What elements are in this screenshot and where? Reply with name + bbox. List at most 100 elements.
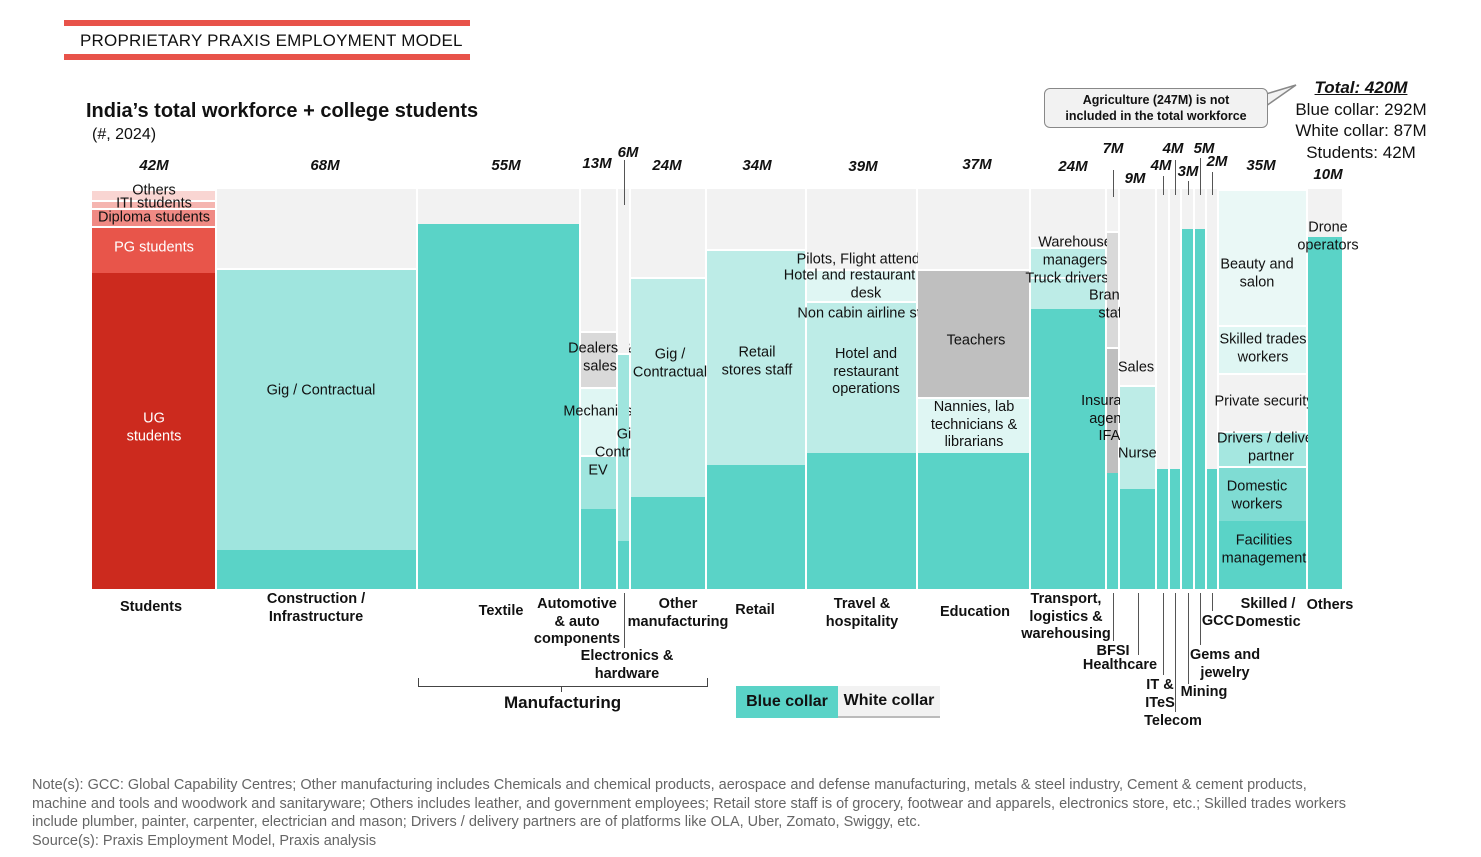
segment-ug-students[interactable]	[92, 273, 215, 589]
segment-blue-collar[interactable]	[1107, 473, 1118, 589]
column-bfsi[interactable]	[1107, 189, 1118, 589]
column-total-label: 9M	[1124, 170, 1146, 187]
column-telecom[interactable]	[1170, 189, 1180, 589]
segment-others[interactable]	[92, 189, 215, 200]
segment-label: Nannies, lab technicians & librarians	[930, 398, 1018, 450]
column-total-label: 42M	[139, 157, 169, 174]
segment-insurance-agents-ifas[interactable]	[1107, 347, 1118, 473]
segment-skilled-trades-workers[interactable]	[1219, 325, 1306, 373]
leader-line	[1162, 176, 1164, 195]
segment-label: Pilots, Flight attendants	[796, 251, 948, 268]
column-construction-infrastructure[interactable]	[217, 189, 416, 589]
column-travel-hospitality[interactable]	[807, 189, 916, 589]
segment-label: Gig / Contractual	[632, 346, 708, 381]
segment-dealers-sales[interactable]	[581, 331, 616, 387]
leader-line	[1112, 593, 1114, 641]
category-label: Automotive & auto components	[533, 596, 621, 647]
leader-line	[623, 593, 625, 648]
segment-label: Drone operators	[1297, 219, 1359, 254]
leader-line	[623, 160, 625, 205]
segment-label: Gig / Contractual	[266, 382, 376, 399]
segment-branch-staff[interactable]	[1107, 231, 1118, 347]
segment-blue-collar[interactable]	[918, 453, 1029, 589]
column-gems-and-jewelry[interactable]	[1195, 189, 1205, 589]
segment-label: UG students	[126, 410, 182, 445]
segment-pg-students[interactable]	[92, 225, 215, 273]
category-label: Mining	[1180, 684, 1228, 700]
category-label: Textile	[478, 603, 524, 619]
segment-facilities-management[interactable]	[1219, 521, 1306, 589]
segment-blue-collar[interactable]	[581, 509, 616, 589]
segment-blue-collar[interactable]	[631, 497, 705, 589]
leader-line	[1212, 593, 1213, 611]
segment-mechanics[interactable]	[581, 387, 616, 455]
segment-blue-collar[interactable]	[1170, 469, 1180, 589]
segment-nurses[interactable]	[1120, 385, 1155, 489]
segment-gig-contractual[interactable]	[618, 353, 629, 541]
column-others[interactable]	[1308, 189, 1342, 589]
category-label: GCC	[1201, 613, 1235, 629]
segment-diploma-students[interactable]	[92, 207, 215, 226]
segment-warehouse-managers[interactable]	[1031, 247, 1105, 277]
column-total-label: 24M	[652, 157, 682, 174]
segment-blue-collar[interactable]	[1207, 469, 1217, 589]
column-automotive-auto-components[interactable]	[581, 189, 616, 589]
column-electronics-hardware[interactable]	[618, 189, 629, 589]
column-gcc[interactable]	[1207, 189, 1217, 589]
column-total-label: 13M	[582, 155, 612, 172]
column-students[interactable]	[92, 189, 215, 589]
category-label: Students	[119, 599, 183, 615]
segment-blue-collar[interactable]	[1157, 469, 1168, 589]
column-it-ites[interactable]	[1157, 189, 1168, 589]
segment-ev[interactable]	[581, 455, 616, 509]
banner-bottom-rule	[64, 54, 470, 60]
segment-blue-collar[interactable]	[1182, 229, 1193, 589]
segment-blue-collar[interactable]	[217, 550, 416, 589]
segment-blue-collar[interactable]	[1031, 309, 1105, 589]
column-skilled-domestic[interactable]	[1219, 189, 1306, 589]
segment-blue-collar[interactable]	[807, 453, 916, 589]
manufacturing-bracket	[418, 678, 708, 687]
segment-retail-stores-staff[interactable]	[707, 249, 805, 465]
column-retail[interactable]	[707, 189, 805, 589]
segment-domestic-workers[interactable]	[1219, 466, 1306, 521]
segment-label: Non cabin airline staff	[797, 305, 937, 322]
segment-blue-collar[interactable]	[618, 541, 629, 589]
segment-label: Nurses	[1118, 445, 1164, 462]
segment-teachers[interactable]	[918, 269, 1029, 397]
segment-label: Hotel and restaurant operations	[832, 345, 900, 397]
column-healthcare[interactable]	[1120, 189, 1155, 589]
segment-hotel-and-restaurant-front-desk[interactable]	[807, 269, 916, 301]
total-value: Total: 420M	[1314, 78, 1408, 97]
segment-drivers-delivery-partner[interactable]	[1219, 431, 1306, 466]
segment-label: Diploma students	[97, 209, 211, 226]
segment-blue-collar[interactable]	[1195, 229, 1205, 589]
segment-blue-collar[interactable]	[707, 465, 805, 589]
segment-private-security[interactable]	[1219, 373, 1306, 431]
segment-gig-contractual[interactable]	[631, 277, 705, 497]
segment-label: Teachers	[946, 332, 1006, 349]
segment-blue-collar[interactable]	[1120, 489, 1155, 589]
column-mining[interactable]	[1182, 189, 1193, 589]
banner-text: PROPRIETARY PRAXIS EMPLOYMENT MODEL	[80, 31, 463, 50]
column-transport-logistics-warehousing[interactable]	[1031, 189, 1105, 589]
white-collar-total: White collar: 87M	[1295, 121, 1427, 140]
leader-line	[1112, 170, 1114, 197]
segment-hotel-and-restaurant-operations[interactable]	[807, 301, 916, 453]
leader-line	[1175, 593, 1176, 712]
category-label: Gems and jewelry	[1189, 647, 1261, 681]
leader-line	[1200, 158, 1201, 195]
segment-blue-collar[interactable]	[418, 224, 579, 589]
segment-nannies-lab-technicians-librarians[interactable]	[918, 397, 1029, 453]
segment-iti-students[interactable]	[92, 199, 215, 208]
footnotes: Note(s): GCC: Global Capability Centres;…	[32, 776, 1432, 851]
column-textile[interactable]	[418, 189, 579, 589]
segment-truck-drivers[interactable]	[1031, 277, 1105, 309]
segment-gig-contractual[interactable]	[217, 268, 416, 550]
segment-blue-collar[interactable]	[1308, 237, 1342, 589]
column-education[interactable]	[918, 189, 1029, 589]
segment-beauty-and-salon[interactable]	[1219, 189, 1306, 325]
segment-label: Retail stores staff	[721, 344, 793, 379]
column-other-manufacturing[interactable]	[631, 189, 705, 589]
